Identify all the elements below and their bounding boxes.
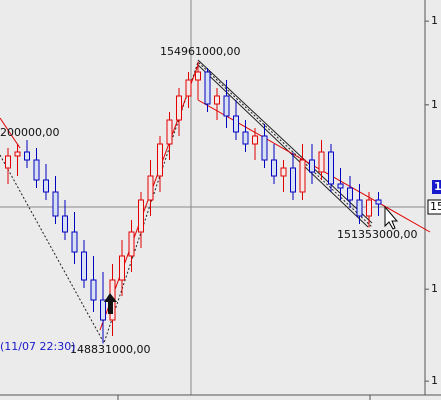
candle-body [290, 167, 296, 193]
candle-body [24, 151, 30, 161]
candle-body [5, 155, 11, 169]
candle-body [33, 159, 40, 181]
y-tick-label: 1 [431, 98, 438, 111]
candle-body [128, 231, 135, 257]
candle-body [138, 199, 144, 233]
candle-body [242, 131, 249, 145]
crosshair-label: 15 [430, 200, 441, 213]
y-tick-label: 1 [431, 14, 438, 27]
candle-body [223, 95, 230, 117]
candle-body [233, 115, 239, 133]
candle-body [14, 151, 21, 157]
candle-body [337, 183, 344, 189]
candle-body [261, 135, 268, 161]
candle-body [81, 251, 87, 281]
candle-body [366, 199, 372, 217]
candle-body [204, 71, 211, 105]
candle-body [214, 95, 220, 105]
candle-body [356, 199, 363, 217]
candle-body [52, 191, 59, 217]
crosshair-label-box [427, 199, 441, 215]
candle-body [271, 159, 277, 177]
candle-body [100, 299, 106, 321]
annotation: 154961000,00 [160, 45, 240, 58]
price-marker-label: 1 [434, 180, 441, 193]
price-marker-box [432, 180, 441, 194]
trend-line-red [0, 117, 21, 149]
annotation: 151353000,00 [337, 228, 417, 241]
candle-body [280, 167, 287, 177]
y-tick-label: 1 [431, 282, 438, 295]
candle-body [62, 215, 68, 233]
candle-body [309, 159, 315, 173]
candle-body [347, 187, 353, 201]
candle-body [90, 279, 97, 301]
candle-body [185, 79, 192, 97]
candle-body [375, 199, 382, 205]
candle-body [195, 71, 201, 81]
candle-body [71, 231, 78, 253]
candle-body [176, 95, 182, 121]
y-tick-label: 1 [431, 374, 438, 387]
candle-body [328, 151, 334, 185]
annotation: 200000,00 [0, 126, 60, 139]
candle-body [166, 119, 173, 145]
labels: 1 1 1 1 154961000,00 200000,00 151353000,00 148… [0, 14, 441, 387]
buy-arrow [104, 293, 117, 314]
candle-body [119, 255, 125, 281]
candles [5, 61, 382, 344]
candle-body [43, 179, 49, 193]
candle-body [252, 135, 258, 145]
annotation: 148831000,00 [70, 343, 150, 356]
candle-body [157, 143, 163, 177]
annotation: (11/07 22:30) [0, 340, 75, 353]
mouse-cursor [384, 205, 399, 230]
candle-body [147, 175, 154, 201]
candle-body [299, 159, 306, 193]
candle-body [318, 151, 325, 173]
